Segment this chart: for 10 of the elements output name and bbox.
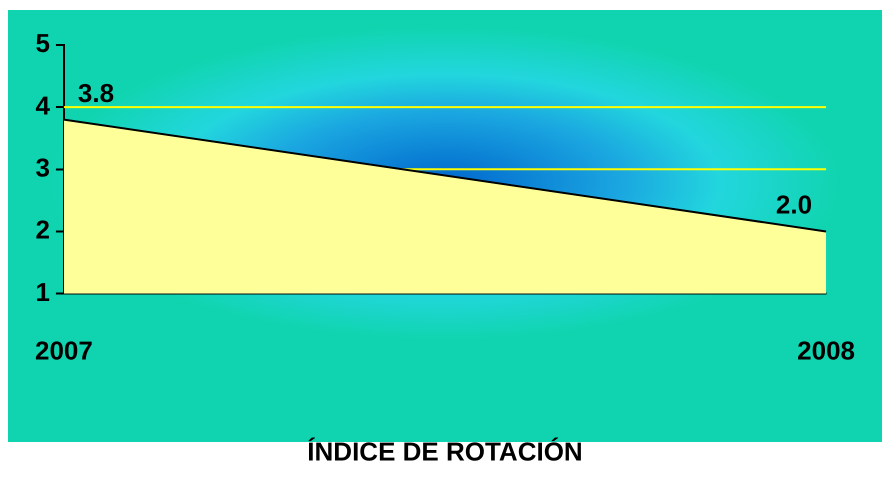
x-tick-label: 2007 [35,335,93,366]
y-tick-label: 2 [35,214,50,245]
x-axis-title: ÍNDICE DE ROTACIÓN [307,436,583,467]
y-tick-label: 4 [35,90,50,120]
y-tick-label: 3 [35,152,50,182]
data-label: 2.0 [776,190,812,220]
x-tick-label: 2008 [797,335,855,366]
y-tick-label: 5 [35,28,50,58]
y-tick-label: 1 [35,276,50,307]
data-label: 3.8 [78,78,114,108]
